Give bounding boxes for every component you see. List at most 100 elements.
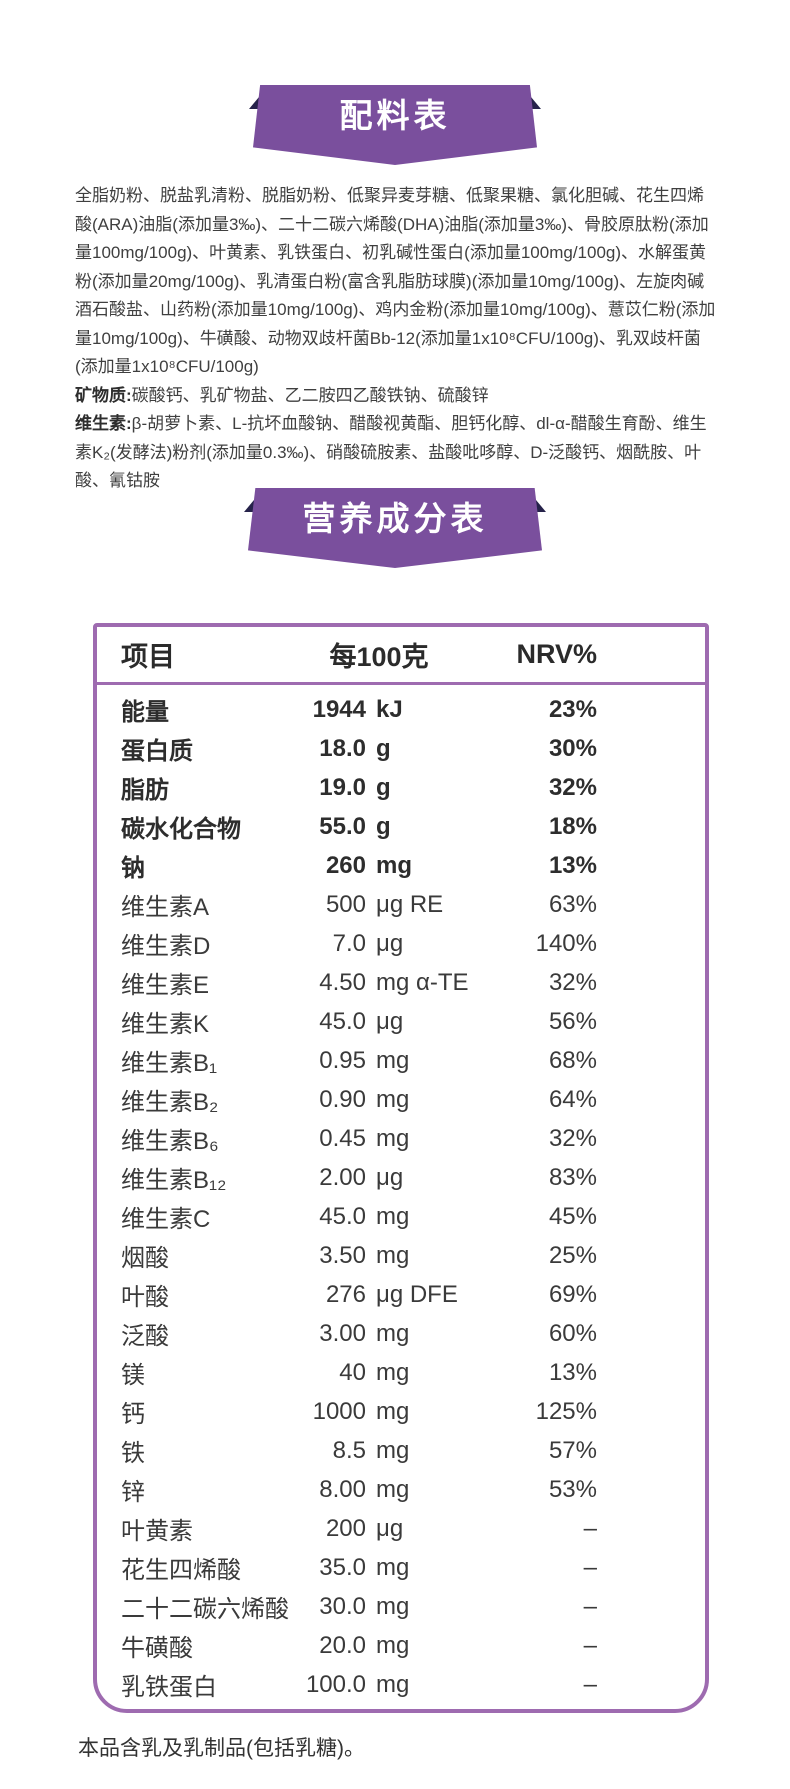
row-item-label: 维生素K xyxy=(121,1011,210,1038)
row-item-label: 维生素B₁ xyxy=(121,1050,218,1077)
row-unit: mg xyxy=(376,1046,410,1074)
row-unit: mg xyxy=(376,1592,410,1620)
nutrition-banner: 营养成分表 xyxy=(244,488,546,568)
ingredients-banner-title: 配料表 xyxy=(339,97,451,134)
table-row: 乳铁蛋白 100.0 mg – xyxy=(97,1665,705,1704)
row-unit: μg xyxy=(376,929,404,957)
row-value: 35.0 xyxy=(319,1553,366,1581)
row-item-label: 维生素B₆ xyxy=(121,1128,219,1155)
row-value: 0.90 xyxy=(319,1085,366,1113)
row-item-label: 镁 xyxy=(121,1362,145,1389)
row-item-label: 维生素C xyxy=(121,1206,211,1233)
table-row: 维生素E 4.50 mg α-TE 32% xyxy=(97,963,705,1002)
table-row: 维生素C 45.0 mg 45% xyxy=(97,1197,705,1236)
row-item-label: 花生四烯酸 xyxy=(121,1557,241,1584)
row-item-label: 乳铁蛋白 xyxy=(121,1674,217,1701)
row-unit: mg xyxy=(376,1670,410,1698)
row-value: 20.0 xyxy=(319,1631,366,1659)
row-nrv: – xyxy=(583,1670,597,1698)
row-value: 3.00 xyxy=(319,1319,366,1347)
row-item-label: 维生素B₂ xyxy=(121,1089,219,1116)
table-row: 维生素B₁ 0.95 mg 68% xyxy=(97,1041,705,1080)
row-item-label: 叶酸 xyxy=(121,1284,169,1311)
minerals-paragraph: 矿物质:碳酸钙、乳矿物盐、乙二胺四乙酸铁钠、硫酸锌 xyxy=(75,382,719,411)
row-item-label: 维生素A xyxy=(121,894,210,921)
row-nrv: 23% xyxy=(548,695,597,723)
row-nrv: 63% xyxy=(548,890,597,918)
row-value: 2.00 xyxy=(319,1163,366,1191)
row-unit: g xyxy=(376,773,391,801)
table-row: 二十二碳六烯酸 30.0 mg – xyxy=(97,1587,705,1626)
table-row: 锌 8.00 mg 53% xyxy=(97,1470,705,1509)
table-row: 镁 40 mg 13% xyxy=(97,1353,705,1392)
row-nrv: 140% xyxy=(535,929,597,957)
ribbon-body xyxy=(253,85,537,165)
row-unit: mg xyxy=(376,1631,410,1659)
table-row: 钠 260 mg 13% xyxy=(97,846,705,885)
row-nrv: – xyxy=(583,1631,597,1659)
row-unit: mg xyxy=(376,1397,410,1425)
ribbon-body xyxy=(248,488,542,568)
row-item-label: 蛋白质 xyxy=(121,738,193,765)
row-nrv: 32% xyxy=(548,1124,597,1152)
ingredients-main-paragraph: 全脂奶粉、脱盐乳清粉、脱脂奶粉、低聚异麦芽糖、低聚果糖、氯化胆碱、花生四烯酸(A… xyxy=(75,182,719,382)
row-value: 0.95 xyxy=(319,1046,366,1074)
row-nrv: 83% xyxy=(548,1163,597,1191)
ingredients-text-block: 全脂奶粉、脱盐乳清粉、脱脂奶粉、低聚异麦芽糖、低聚果糖、氯化胆碱、花生四烯酸(A… xyxy=(75,182,719,496)
table-row: 叶酸 276 μg DFE 69% xyxy=(97,1275,705,1314)
header-item: 项目 xyxy=(121,642,175,672)
row-nrv: 56% xyxy=(548,1007,597,1035)
row-value: 30.0 xyxy=(319,1592,366,1620)
row-value: 3.50 xyxy=(319,1241,366,1269)
table-row: 铁 8.5 mg 57% xyxy=(97,1431,705,1470)
row-nrv: 13% xyxy=(548,1358,597,1386)
row-value: 8.5 xyxy=(332,1436,366,1464)
row-nrv: 64% xyxy=(548,1085,597,1113)
row-nrv: 60% xyxy=(548,1319,597,1347)
row-value: 45.0 xyxy=(319,1007,366,1035)
table-row: 蛋白质 18.0 g 30% xyxy=(97,729,705,768)
row-item-label: 维生素D xyxy=(121,933,211,960)
row-unit: g xyxy=(376,812,391,840)
row-nrv: 69% xyxy=(548,1280,597,1308)
row-item-label: 能量 xyxy=(121,699,169,726)
table-row: 维生素B₁₂ 2.00 μg 83% xyxy=(97,1158,705,1197)
row-nrv: 32% xyxy=(548,773,597,801)
table-row: 维生素D 7.0 μg 140% xyxy=(97,924,705,963)
table-row: 维生素K 45.0 μg 56% xyxy=(97,1002,705,1041)
row-value: 276 xyxy=(325,1280,366,1308)
row-value: 55.0 xyxy=(319,812,366,840)
row-value: 100.0 xyxy=(305,1670,366,1698)
table-row: 牛磺酸 20.0 mg – xyxy=(97,1626,705,1665)
row-value: 18.0 xyxy=(319,734,366,762)
row-nrv: 45% xyxy=(548,1202,597,1230)
table-row: 维生素A 500 μg RE 63% xyxy=(97,885,705,924)
row-item-label: 脂肪 xyxy=(121,777,169,804)
row-value: 0.45 xyxy=(319,1124,366,1152)
row-value: 200 xyxy=(325,1514,366,1542)
nutrition-table: 项目 每100克 NRV% 能量 1944 kJ 23% 蛋白质 18.0 g … xyxy=(93,623,709,1713)
table-row: 维生素B₆ 0.45 mg 32% xyxy=(97,1119,705,1158)
row-unit: g xyxy=(376,734,391,762)
row-value: 8.00 xyxy=(319,1475,366,1503)
row-value: 1944 xyxy=(312,695,366,723)
table-row: 泛酸 3.00 mg 60% xyxy=(97,1314,705,1353)
nutrition-table-body: 能量 1944 kJ 23% 蛋白质 18.0 g 30% 脂肪 19.0 g … xyxy=(97,685,705,1704)
row-nrv: 18% xyxy=(548,812,597,840)
row-value: 40 xyxy=(339,1358,366,1386)
allergen-note: 本品含乳及乳制品(包括乳糖)。 xyxy=(78,1737,365,1760)
row-nrv: 68% xyxy=(548,1046,597,1074)
row-unit: mg α-TE xyxy=(376,968,469,996)
row-item-label: 钙 xyxy=(121,1401,145,1428)
row-unit: mg xyxy=(376,1085,410,1113)
table-row: 脂肪 19.0 g 32% xyxy=(97,768,705,807)
row-unit: mg xyxy=(376,1241,410,1269)
row-nrv: 25% xyxy=(548,1241,597,1269)
row-value: 260 xyxy=(325,851,366,879)
row-value: 45.0 xyxy=(319,1202,366,1230)
nutrition-table-header: 项目 每100克 NRV% xyxy=(97,627,705,682)
row-item-label: 维生素E xyxy=(121,972,210,999)
table-row: 花生四烯酸 35.0 mg – xyxy=(97,1548,705,1587)
vitamins-text: β-胡萝卜素、L-抗坏血酸钠、醋酸视黄酯、胆钙化醇、dl-α-醋酸生育酚、维生素… xyxy=(75,414,707,490)
